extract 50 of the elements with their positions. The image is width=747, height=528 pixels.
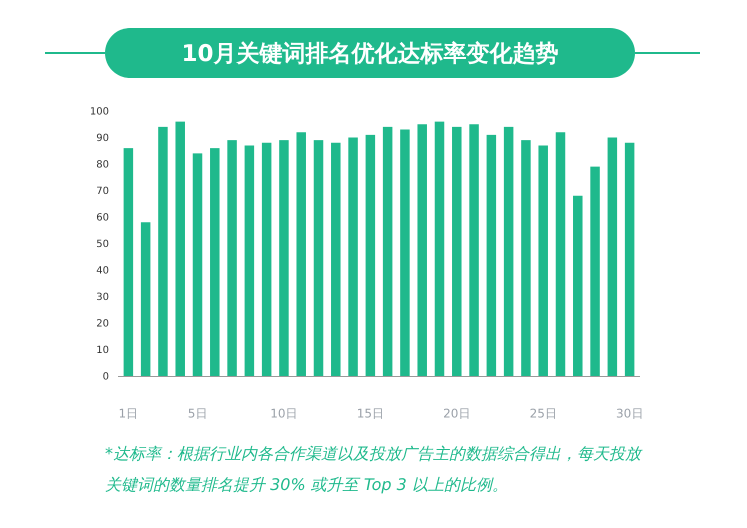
bar [175,122,185,376]
bar [192,153,202,376]
text: *达标率：根据行业内各合作渠道以及投放广告主的数据综合得出，每天投放关键词的数量排名提升 30% 或升至 Top 3 以上的比例。 [105,443,644,496]
bar [366,134,376,376]
bar [556,132,566,376]
bar [521,140,531,376]
x-tick-label: 25日 [530,406,557,420]
bar [434,122,444,376]
bar [538,145,548,376]
x-tick-label: 20日 [443,406,470,420]
x-tick-label: 30日 [616,406,644,420]
bar [504,126,514,376]
y-tick-label: 90 [96,133,109,144]
bar [486,134,496,376]
y-tick-label: 0 [102,372,109,382]
y-tick-label: 100 [90,106,109,118]
y-tick-label: 20 [96,318,109,330]
y-tick-label: 40 [96,266,109,276]
bar [262,142,272,376]
bar [469,124,479,376]
bar [590,166,600,376]
x-tick-label: 1日 [118,406,138,420]
bar [624,142,634,376]
bar [314,140,324,376]
bar [331,142,341,376]
chart-title: 10月关键词排名优化达标率变化趋势 [105,28,635,78]
bar [348,138,358,376]
y-tick-label: 80 [96,160,109,170]
bar [382,126,392,376]
x-tick-label: 15日 [356,406,384,420]
y-tick-label: 60 [96,212,109,224]
bar [608,138,618,376]
bar [158,126,168,376]
x-tick-label: 10日 [270,406,298,420]
bar [573,196,583,376]
bar [279,140,289,376]
y-tick-label: 10 [96,345,109,356]
y-tick-label: 70 [96,186,109,197]
bar [244,145,254,376]
y-tick-label: 30 [96,292,109,303]
bar [452,126,462,376]
y-tick-label: 50 [96,239,109,250]
x-tick-label: 5日 [188,406,208,420]
bar [417,124,427,376]
bar [210,148,220,376]
bar [400,130,410,376]
bar [140,222,150,376]
bar [296,132,306,376]
bar [124,148,134,376]
bar [227,140,237,376]
